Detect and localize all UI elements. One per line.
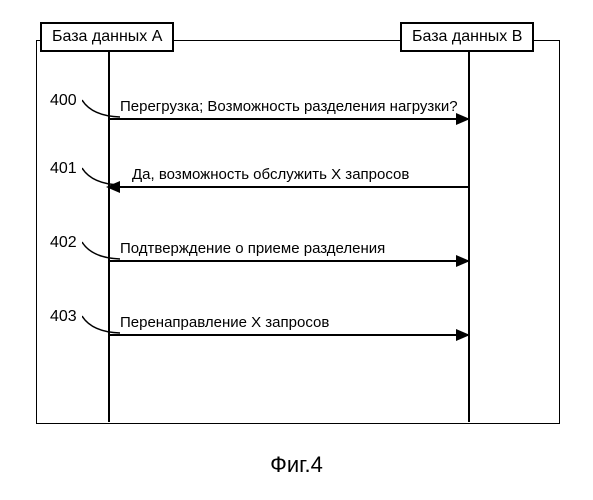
message-text: Да, возможность обслужить X запросов (132, 166, 468, 183)
message-text: Перегрузка; Возможность разделения нагру… (120, 98, 468, 115)
step-number: 400 (50, 92, 77, 110)
participant-a-label: База данных A (52, 28, 162, 45)
step-number: 401 (50, 160, 77, 178)
step-connector (82, 314, 122, 336)
arrow-right-icon (456, 329, 470, 341)
participant-b-label: База данных B (412, 28, 522, 45)
step-connector (82, 98, 122, 120)
step-number: 403 (50, 308, 77, 326)
message-line (108, 118, 468, 120)
participant-b-header: База данных B (400, 22, 534, 52)
participant-a-header: База данных A (40, 22, 174, 52)
arrow-right-icon (456, 255, 470, 267)
message-text: Подтверждение о приеме разделения (120, 240, 468, 257)
message-line (108, 186, 468, 188)
step-number: 402 (50, 234, 77, 252)
message-line (108, 260, 468, 262)
figure-caption: Фиг.4 (0, 452, 593, 478)
arrow-right-icon (456, 113, 470, 125)
message-text: Перенаправление X запросов (120, 314, 468, 331)
sequence-diagram: База данных A База данных B 400 Перегруз… (0, 0, 593, 500)
message-line (108, 334, 468, 336)
step-connector (82, 240, 122, 262)
arrow-left-icon (106, 181, 120, 193)
lifeline-b (468, 52, 470, 422)
